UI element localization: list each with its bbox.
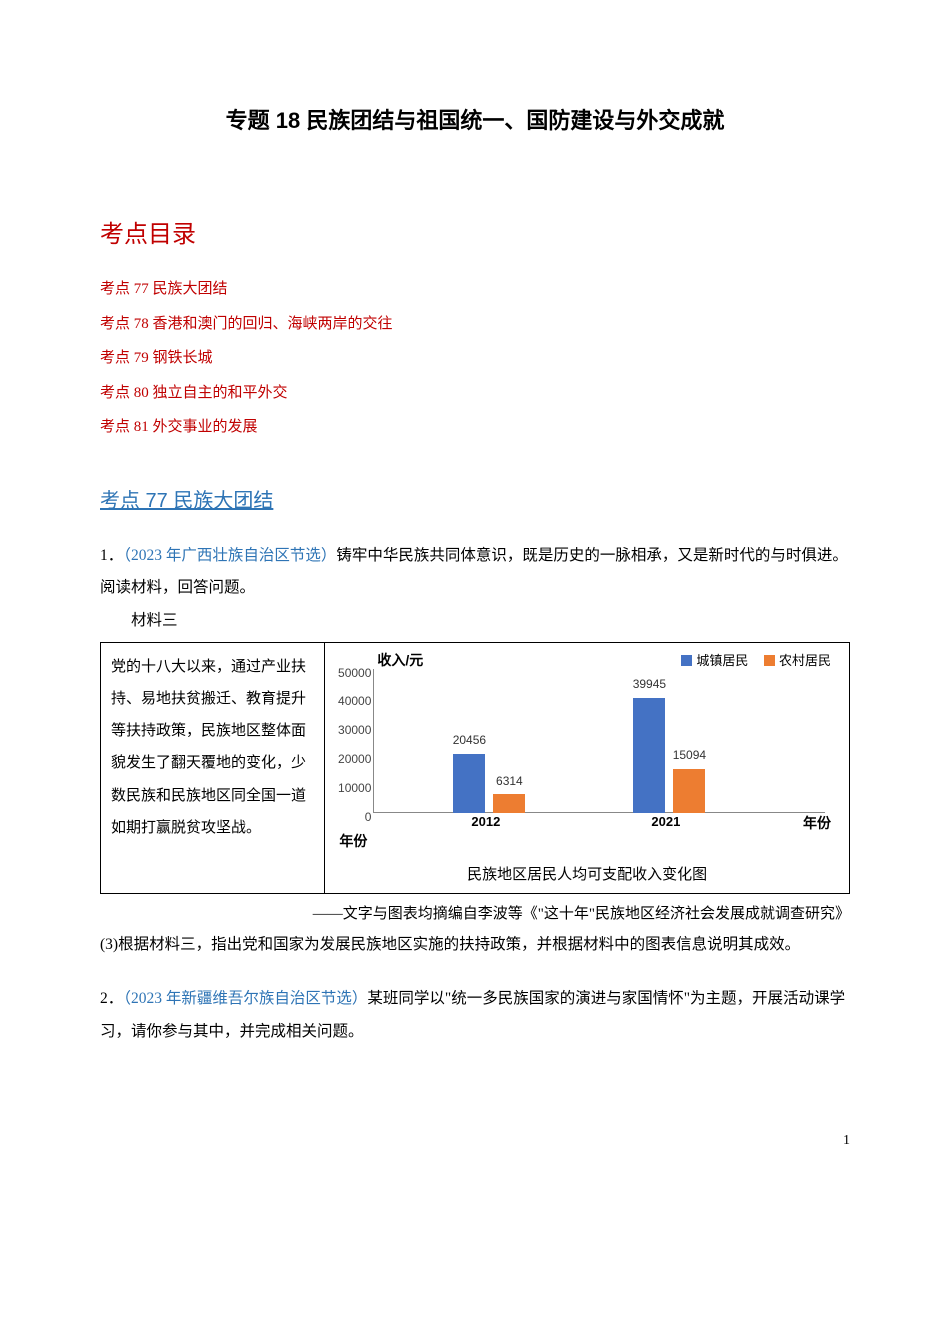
toc-item: 考点 79 钢铁长城 — [100, 344, 850, 373]
y-axis — [373, 669, 374, 813]
material-text: 党的十八大以来，通过产业扶持、易地扶贫搬迁、教育提升等扶持政策，民族地区整体面貌… — [101, 643, 325, 894]
q1-source: （2023 年广西壮族自治区节选） — [123, 547, 336, 564]
page-number: 1 — [100, 1128, 850, 1155]
legend-swatch-rural — [764, 655, 775, 666]
chart-caption: 民族地区居民人均可支配收入变化图 — [333, 861, 841, 890]
bar-value-label: 6314 — [479, 770, 539, 793]
toc-item: 考点 78 香港和澳门的回归、海峡两岸的交往 — [100, 310, 850, 339]
material-box: 党的十八大以来，通过产业扶持、易地扶贫搬迁、教育提升等扶持政策，民族地区整体面貌… — [100, 642, 850, 895]
x-axis-label: 年份 — [803, 810, 831, 837]
y-tick: 30000 — [333, 719, 371, 742]
bar-chart: 收入/元 城镇居民 农村居民 年份 年份 0 10000 20000 30000 400… — [333, 649, 841, 859]
question-1: 1．（2023 年广西壮族自治区节选）铸牢中华民族共同体意识，既是历史的一脉相承… — [100, 540, 850, 961]
corner-label: 年份 — [339, 828, 367, 855]
y-axis-label: 收入/元 — [377, 647, 423, 674]
legend-swatch-urban — [681, 655, 692, 666]
toc-item: 考点 81 外交事业的发展 — [100, 413, 850, 442]
y-tick: 50000 — [333, 662, 371, 685]
y-tick: 10000 — [333, 777, 371, 800]
bar-value-label: 39945 — [619, 673, 679, 696]
section-heading-77: 考点 77 民族大团结 — [100, 482, 850, 520]
toc-item: 考点 80 独立自主的和平外交 — [100, 379, 850, 408]
legend-label-urban: 城镇居民 — [696, 649, 748, 674]
y-tick: 20000 — [333, 748, 371, 771]
bar-value-label: 20456 — [439, 729, 499, 752]
x-tick: 2021 — [651, 810, 680, 835]
chart-container: 收入/元 城镇居民 农村居民 年份 年份 0 10000 20000 30000 400… — [325, 643, 849, 894]
x-tick: 2012 — [471, 810, 500, 835]
toc-item: 考点 77 民族大团结 — [100, 275, 850, 304]
q2-source: （2023 年新疆维吾尔族自治区节选） — [123, 990, 367, 1007]
question-2: 2．（2023 年新疆维吾尔族自治区节选）某班同学以"统一多民族国家的演进与家国… — [100, 983, 850, 1048]
y-tick: 0 — [333, 806, 371, 829]
q1-num: 1． — [100, 547, 123, 564]
chart-legend: 城镇居民 农村居民 — [669, 649, 831, 676]
y-tick: 40000 — [333, 690, 371, 713]
page-title: 专题 18 民族团结与祖国统一、国防建设与外交成就 — [100, 100, 850, 142]
citation: ——文字与图表均摘编自李波等《"这十年"民族地区经济社会发展成就调查研究》 — [100, 900, 850, 929]
bar-rural — [673, 769, 705, 812]
toc-block: 考点 77 民族大团结 考点 78 香港和澳门的回归、海峡两岸的交往 考点 79… — [100, 275, 850, 442]
legend-label-rural: 农村居民 — [779, 649, 831, 674]
x-axis — [373, 812, 825, 813]
q1-subquestion: (3)根据材料三，指出党和国家为发展民族地区实施的扶持政策，并根据材料中的图表信… — [100, 929, 850, 962]
material-label: 材料三 — [100, 605, 850, 638]
q2-num: 2． — [100, 990, 123, 1007]
toc-heading: 考点目录 — [100, 212, 850, 258]
bar-value-label: 15094 — [659, 744, 719, 767]
